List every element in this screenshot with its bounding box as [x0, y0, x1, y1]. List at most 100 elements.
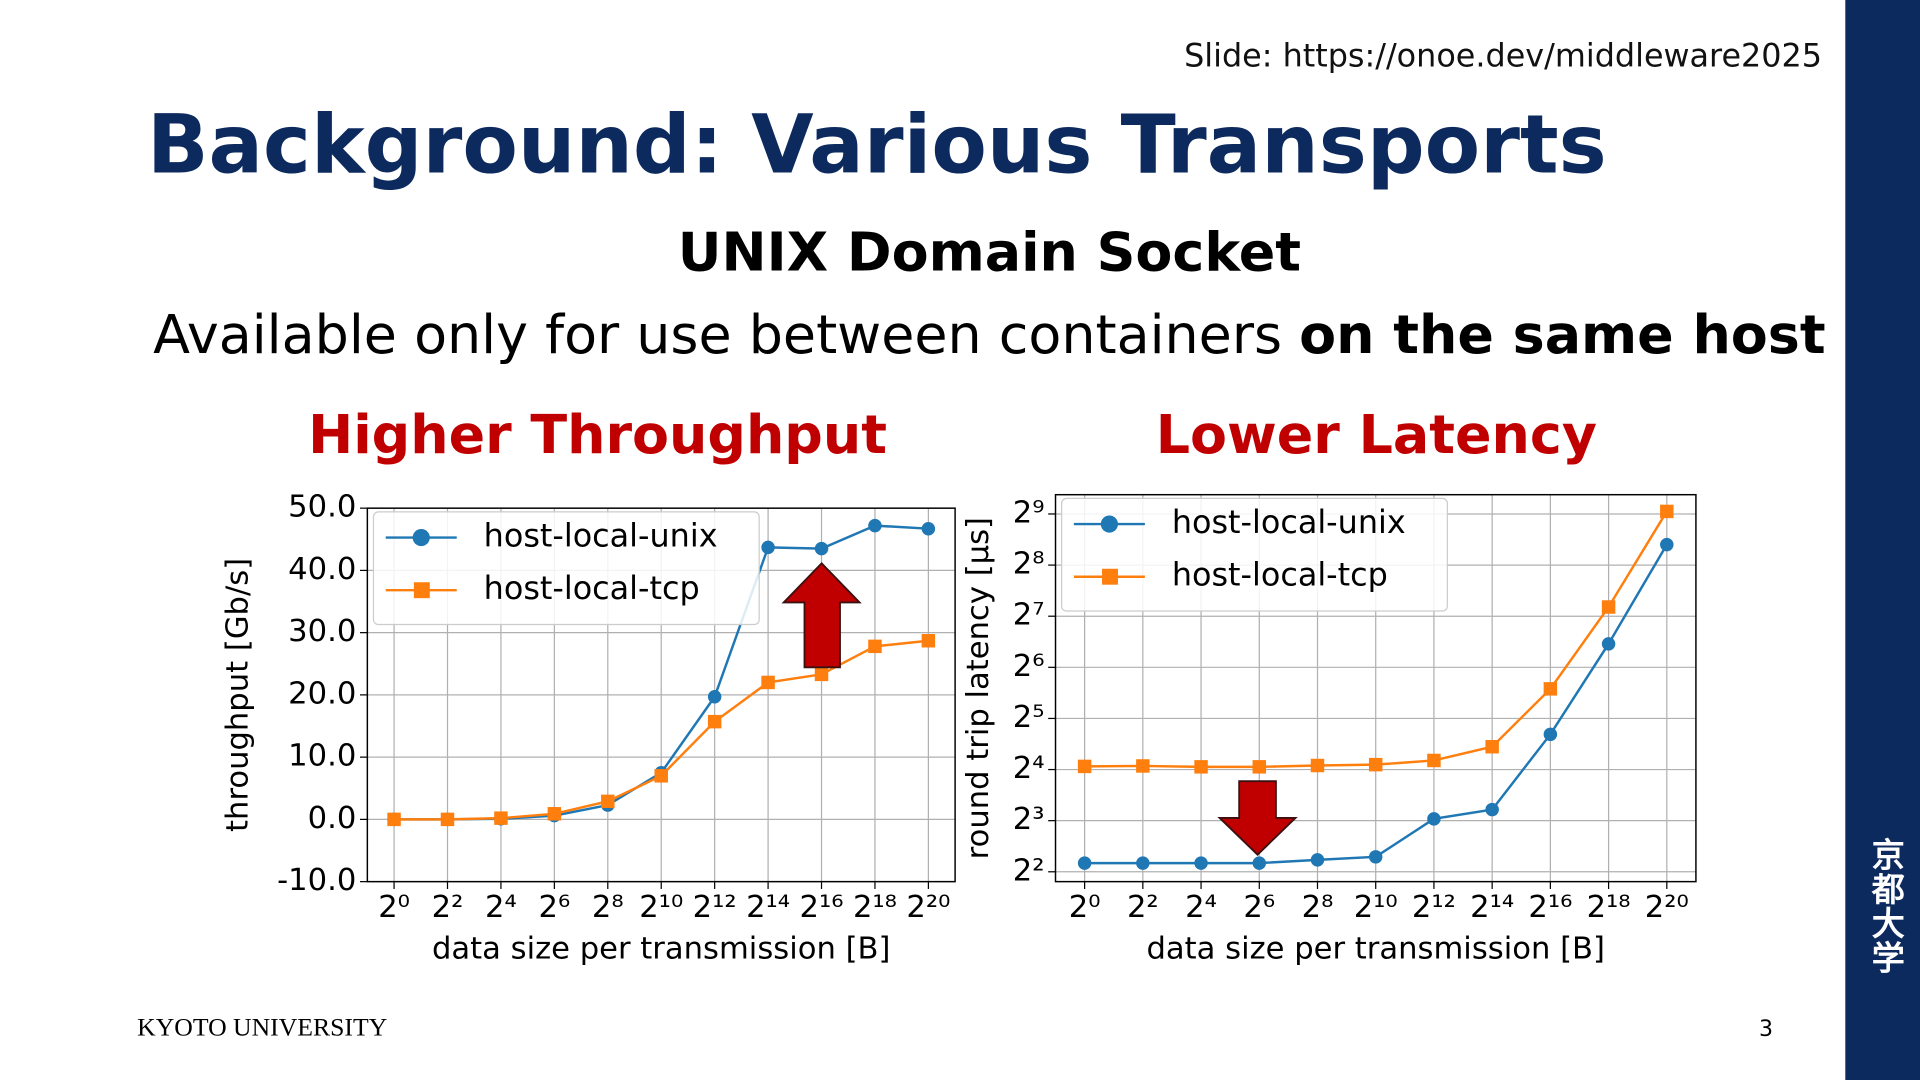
y-axis-label: round trip latency [µs]: [961, 517, 996, 859]
x-tick-label: 2²⁰: [906, 890, 950, 925]
x-tick-label: 2¹⁴: [746, 890, 790, 925]
x-tick-label: 2¹⁰: [639, 890, 683, 925]
point: [1660, 504, 1674, 519]
legend-label: host-local-unix: [484, 517, 718, 555]
x-axis-label: data size per transmission [B]: [1146, 932, 1604, 967]
point: [921, 521, 936, 536]
legend: host-local-unix host-local-tcp: [372, 511, 760, 626]
point: [440, 812, 455, 827]
point: [494, 811, 508, 825]
point: [547, 807, 562, 821]
point: [1601, 637, 1616, 651]
legend-box: [372, 511, 760, 626]
x-tick-label: 2⁶: [538, 890, 570, 925]
legend-marker: [412, 528, 430, 547]
x-tick-label: 2²⁰: [1645, 890, 1689, 925]
x-tick-label: 2²: [432, 890, 464, 925]
legend-label: host-local-tcp: [1172, 556, 1388, 594]
point: [1485, 740, 1499, 754]
point: [1368, 850, 1383, 864]
y-tick-label: 2²: [1013, 853, 1045, 888]
heading: UNIX Domain Socket: [678, 221, 1301, 284]
point: [868, 639, 882, 654]
legend-marker: [413, 582, 430, 599]
charts: Higher Throughput 2⁰ 2² 2⁴ 2⁶ 2⁸ 2¹⁰ 2¹² 2¹⁴ 2¹⁶ 2…: [220, 403, 1697, 967]
point: [1194, 856, 1208, 870]
y-tick-label: 10.0: [288, 739, 356, 774]
x-tick-label: 2⁶: [1243, 890, 1275, 925]
point: [921, 634, 936, 648]
x-tick-label: 2⁰: [1069, 890, 1101, 925]
statement-emphasis: on the same host: [1299, 303, 1825, 366]
footer: KYOTO UNIVERSITY: [137, 1013, 387, 1042]
chart-title: Higher Throughput: [308, 403, 887, 466]
point: [387, 812, 401, 827]
point: [814, 667, 829, 682]
y-tick-label: 2⁵: [1013, 700, 1045, 735]
x-tick-label: 2⁸: [1302, 890, 1334, 925]
x-axis-label: data size per transmission [B]: [432, 932, 890, 967]
x-tick-label: 2⁴: [485, 890, 517, 925]
point: [1252, 856, 1267, 870]
legend: host-local-unix host-local-tcp: [1061, 497, 1448, 612]
point: [1252, 760, 1267, 774]
x-tick-label: 2¹²: [693, 890, 737, 925]
y-tick-label: 0.0: [308, 801, 357, 836]
point: [707, 714, 722, 729]
point: [1368, 757, 1383, 772]
y-tick-label: 2⁴: [1013, 751, 1045, 786]
point: [761, 540, 775, 555]
point: [761, 675, 775, 690]
y-tick-label: 50.0: [288, 490, 356, 525]
point: [1077, 759, 1092, 774]
x-tick-label: 2⁴: [1185, 890, 1217, 925]
point: [1077, 856, 1092, 870]
x-tick-label: 2²: [1127, 890, 1159, 925]
point: [707, 690, 722, 704]
plot-frame: [366, 507, 956, 883]
x-tick-label: 2¹⁶: [1528, 890, 1572, 925]
x-tick-label: 2¹⁸: [1587, 890, 1631, 925]
statement-text: Available only for use between container…: [153, 303, 1282, 366]
y-tick-label: -10.0: [277, 863, 356, 898]
plot-frame: [1054, 493, 1697, 883]
point: [1194, 760, 1208, 774]
point: [1543, 727, 1558, 742]
y-tick-label: 2⁷: [1013, 598, 1045, 633]
y-tick-label: 2⁸: [1013, 547, 1045, 582]
chart: Lower Latency 2⁰ 2² 2⁴ 2⁶ 2⁸ 2¹⁰ 2¹² 2¹⁴ 2¹⁶ 2¹⁸ 2²…: [961, 403, 1697, 967]
point: [1310, 853, 1325, 867]
point: [601, 794, 615, 809]
chart-title: Lower Latency: [1156, 403, 1597, 466]
point: [1310, 758, 1325, 773]
x-tick-label: 2¹⁶: [800, 890, 844, 925]
legend-label: host-local-tcp: [484, 569, 700, 607]
y-tick-label: 2³: [1013, 802, 1045, 837]
point: [1601, 600, 1616, 614]
y-tick-label: 30.0: [288, 614, 356, 649]
point: [814, 541, 829, 556]
up-arrow: [781, 561, 862, 669]
page-number: 3: [1759, 1017, 1773, 1042]
point: [1136, 759, 1150, 773]
x-tick-label: 2¹⁰: [1354, 890, 1398, 925]
side-mark: 京都大学: [1866, 837, 1906, 975]
point: [1485, 802, 1499, 817]
point: [1427, 812, 1441, 826]
y-axis-label: throughput [Gb/s]: [220, 558, 255, 832]
x-tick-label: 2¹⁸: [853, 890, 897, 925]
x-tick-label: 2⁸: [592, 890, 624, 925]
legend-label: host-local-unix: [1172, 503, 1406, 541]
legend-box: [1061, 497, 1448, 612]
legend-marker: [1100, 515, 1118, 533]
statement: Available only for use between container…: [153, 303, 1825, 366]
point: [1543, 682, 1558, 696]
x-tick-label: 2¹⁴: [1470, 890, 1514, 925]
point: [1427, 753, 1441, 768]
side-bar: [1845, 0, 1920, 1080]
point: [1660, 537, 1674, 552]
y-tick-label: 2⁹: [1013, 495, 1045, 530]
chart: Higher Throughput 2⁰ 2² 2⁴ 2⁶ 2⁸ 2¹⁰ 2¹² 2¹⁴ 2¹⁶ 2…: [220, 403, 956, 967]
